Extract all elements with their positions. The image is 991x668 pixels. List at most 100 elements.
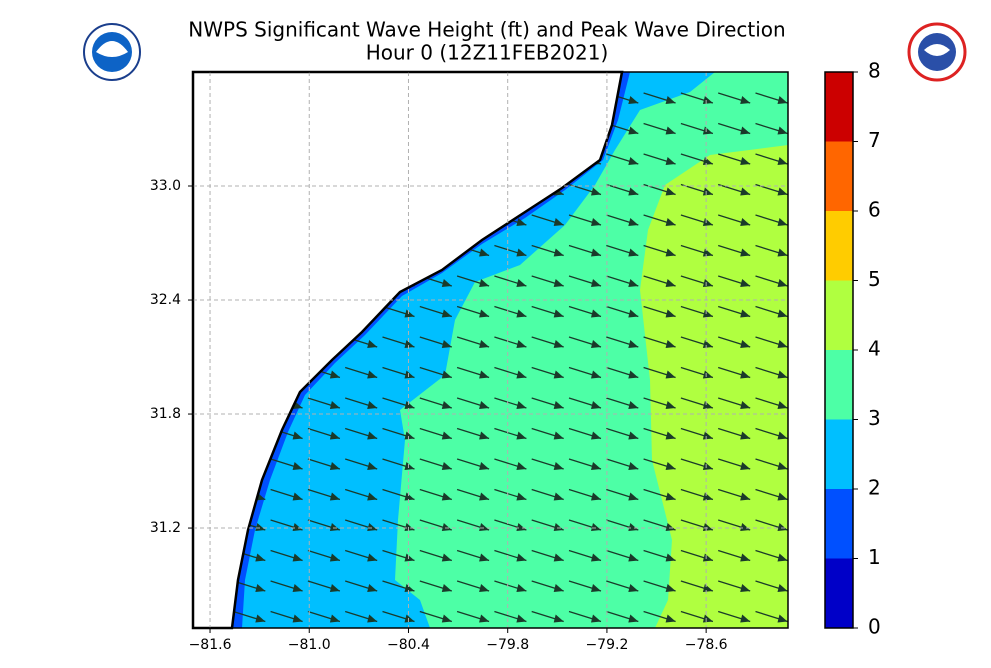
arrow-head bbox=[740, 614, 751, 623]
colorbar-tick-label: 6 bbox=[868, 198, 881, 222]
arrow-head bbox=[777, 309, 788, 318]
arrow-head bbox=[628, 248, 639, 257]
arrow-head bbox=[479, 523, 490, 531]
colorbar: 0 1 2 3 4 5 6 7 8 bbox=[824, 59, 881, 639]
arrow-head bbox=[628, 584, 639, 592]
land bbox=[191, 70, 624, 630]
arrow-head bbox=[665, 584, 676, 592]
arrow-head bbox=[777, 187, 788, 196]
arrow-head bbox=[591, 553, 601, 562]
arrow-head bbox=[404, 523, 415, 531]
arrow-head bbox=[628, 96, 639, 104]
arrow-head bbox=[702, 614, 713, 623]
arrow-head bbox=[665, 614, 676, 623]
arrow-head bbox=[255, 614, 266, 623]
arrow-head bbox=[777, 340, 788, 348]
arrow-head bbox=[702, 492, 713, 501]
y-tick-label: 31.8 bbox=[150, 406, 181, 422]
arrow-head bbox=[591, 614, 601, 623]
arrow-head bbox=[702, 218, 713, 226]
arrow-head bbox=[479, 462, 490, 470]
arrow-head bbox=[740, 431, 751, 440]
arrow-head bbox=[777, 553, 788, 562]
arrow-head bbox=[665, 187, 676, 196]
arrow-head bbox=[479, 584, 490, 592]
x-tick-label: −81.0 bbox=[288, 637, 331, 653]
arrow-head bbox=[553, 309, 564, 318]
y-tick-label: 32.4 bbox=[150, 292, 181, 308]
arrow-head bbox=[553, 462, 564, 470]
arrow-head bbox=[628, 187, 639, 196]
map-area bbox=[191, 70, 789, 630]
arrow-head bbox=[591, 523, 601, 531]
arrow-head bbox=[591, 431, 601, 440]
arrow-head bbox=[479, 309, 490, 318]
arrow-head bbox=[404, 614, 415, 623]
colorbar-tick-label: 3 bbox=[868, 406, 881, 430]
arrow-head bbox=[367, 614, 378, 623]
arrow-head bbox=[367, 584, 378, 592]
arrow-head bbox=[702, 431, 713, 440]
arrow-head bbox=[628, 279, 639, 287]
colorbar-band bbox=[825, 280, 853, 350]
arrow-head bbox=[591, 370, 601, 379]
arrow-head bbox=[367, 523, 378, 531]
arrow-head bbox=[479, 279, 490, 287]
arrow-head bbox=[665, 431, 676, 440]
arrow-head bbox=[292, 553, 303, 562]
arrow-head bbox=[740, 187, 751, 196]
arrow-head bbox=[553, 523, 564, 531]
arrow-head bbox=[665, 462, 676, 470]
arrow-head bbox=[665, 157, 676, 165]
arrow-head bbox=[441, 553, 452, 562]
arrow-head bbox=[553, 492, 564, 501]
arrow-head bbox=[553, 248, 564, 257]
arrow-head bbox=[516, 279, 527, 287]
arrow-head bbox=[292, 523, 303, 531]
arrow-head bbox=[591, 462, 601, 470]
arrow-head bbox=[404, 462, 415, 470]
arrow-head bbox=[479, 401, 490, 409]
arrow-head bbox=[441, 340, 452, 348]
arrow-head bbox=[628, 401, 639, 409]
arrow-head bbox=[516, 218, 527, 226]
arrow-head bbox=[404, 553, 415, 562]
x-tick-label: −78.6 bbox=[685, 637, 728, 653]
arrow-head bbox=[367, 401, 378, 409]
arrow-head bbox=[591, 279, 601, 287]
arrow-head bbox=[516, 340, 527, 348]
arrow-head bbox=[329, 614, 340, 623]
arrow-head bbox=[329, 401, 340, 409]
arrow-head bbox=[441, 462, 452, 470]
arrow-head bbox=[665, 401, 676, 409]
arrow-head bbox=[329, 523, 340, 531]
arrow-head bbox=[665, 126, 676, 135]
arrow-head bbox=[329, 462, 340, 470]
colorbar-tick-label: 5 bbox=[868, 267, 881, 291]
colorbar-band bbox=[825, 558, 853, 628]
arrow-head bbox=[740, 340, 751, 348]
arrow-head bbox=[591, 309, 601, 318]
arrow-head bbox=[740, 401, 751, 409]
arrow-head bbox=[591, 584, 601, 592]
arrow-head bbox=[404, 431, 415, 440]
arrow-head bbox=[702, 462, 713, 470]
arrow-head bbox=[665, 218, 676, 226]
arrow-head bbox=[441, 523, 452, 531]
arrow-head bbox=[553, 218, 564, 226]
colorbar-band bbox=[825, 489, 853, 559]
arrow-head bbox=[516, 370, 527, 379]
nws-logo bbox=[907, 22, 967, 82]
arrow-head bbox=[441, 309, 452, 318]
arrow-head bbox=[665, 340, 676, 348]
arrow-head bbox=[665, 370, 676, 379]
arrow-head bbox=[367, 462, 378, 470]
arrow-head bbox=[591, 340, 601, 348]
arrow-head bbox=[665, 248, 676, 257]
arrow-head bbox=[777, 279, 788, 287]
arrow-head bbox=[777, 614, 788, 623]
arrow-head bbox=[702, 340, 713, 348]
arrow-head bbox=[740, 96, 751, 104]
colorbar-tick-label: 0 bbox=[868, 615, 881, 639]
arrow-head bbox=[591, 218, 601, 226]
